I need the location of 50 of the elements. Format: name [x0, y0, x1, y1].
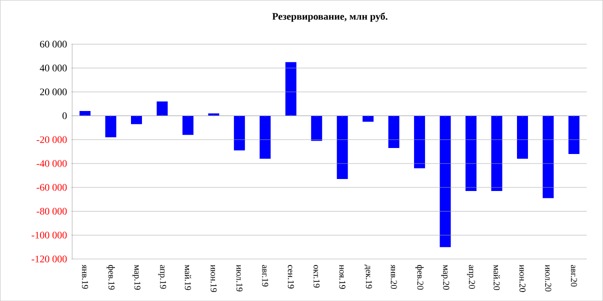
bar	[336, 116, 348, 179]
x-tick-label: июл.19	[236, 264, 242, 292]
chart-title: Резервирование, млн руб.	[272, 12, 388, 22]
y-tick-label: 20 000	[40, 88, 67, 96]
x-tick-label: фев.20	[415, 264, 424, 290]
y-tick-label: -60 000	[36, 184, 67, 191]
bar	[105, 116, 116, 138]
x-tick-label: мар.20	[441, 264, 450, 290]
x-tick-label: апр.19	[158, 264, 166, 289]
x-tick-label: фев.19	[106, 264, 115, 290]
x-tick-label: апр.20	[467, 264, 475, 289]
x-tick-label: сен.19	[288, 264, 294, 288]
x-tick-label: июн.20	[519, 264, 526, 292]
bar	[414, 116, 426, 168]
bar	[156, 101, 168, 116]
x-tick-label: янв.19	[82, 264, 88, 289]
bar	[542, 116, 554, 198]
y-tick-label: -120 000	[32, 256, 67, 262]
y-tick-label: -40 000	[36, 160, 67, 167]
bar	[260, 116, 271, 159]
bar	[362, 116, 374, 122]
bar	[182, 116, 194, 135]
x-tick-label: дек.19	[364, 264, 372, 288]
bar	[388, 116, 400, 148]
bar	[234, 116, 245, 150]
x-tick-label: авг.19	[262, 264, 268, 286]
x-tick-label: мар.19	[132, 264, 140, 290]
bar	[568, 116, 580, 154]
y-tick-label: -80 000	[36, 208, 67, 215]
x-tick-label: май.20	[494, 264, 500, 290]
bar	[80, 110, 91, 116]
x-tick-label: янв.20	[390, 264, 397, 289]
bar	[516, 116, 528, 159]
x-tick-label: июл.20	[545, 264, 552, 292]
y-tick-label: -20 000	[36, 136, 67, 143]
y-tick-label: -100 000	[32, 232, 67, 238]
y-tick-label: 0	[62, 112, 67, 120]
x-tick-label: июн.19	[210, 264, 217, 292]
x-tick-label: авг.20	[570, 264, 577, 286]
bar	[130, 116, 142, 124]
bar	[285, 62, 296, 116]
bar	[491, 116, 502, 191]
x-tick-label: окт.19	[314, 264, 320, 288]
bar	[466, 116, 477, 191]
x-tick-label: май.19	[184, 264, 192, 290]
y-tick-label: 60 000	[40, 40, 67, 48]
x-tick-label: ноя.19	[339, 264, 346, 289]
bar	[440, 116, 451, 247]
bar	[311, 116, 322, 141]
y-tick-label: 40 000	[40, 64, 67, 72]
